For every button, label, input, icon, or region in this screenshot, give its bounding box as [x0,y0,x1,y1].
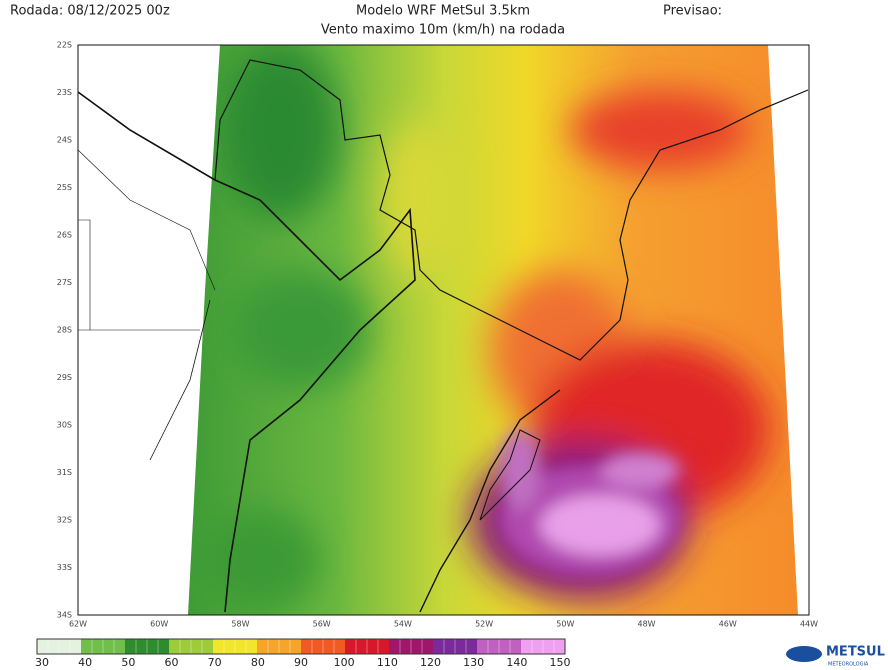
map-frame [77,44,810,616]
colorbar-segment [345,639,389,654]
lat-label: 25S [57,183,72,192]
lon-label: 62W [69,620,87,629]
lat-label: 33S [57,563,72,572]
colorbar-segment [521,639,565,654]
lat-label: 22S [57,41,72,50]
colorbar-label: 40 [78,656,92,669]
lat-label: 23S [57,88,72,97]
colorbar-label: 80 [251,656,265,669]
colorbar-segment [37,639,81,654]
colorbar-label: 150 [550,656,571,669]
lat-label: 32S [57,516,72,525]
colorbar-segment [169,639,213,654]
colorbar-segment [81,639,125,654]
lat-label: 28S [57,326,72,335]
lat-label: 26S [57,231,72,240]
lat-label: 27S [57,278,72,287]
colorbar-label: 60 [165,656,179,669]
lat-label: 34S [57,611,72,620]
lon-label: 58W [231,620,249,629]
colorbar-segment [213,639,257,654]
forecast-label: Previsao: [663,4,722,19]
colorbar-segment [389,639,433,654]
subtitle: Vento maximo 10m (km/h) na rodada [321,23,565,38]
colorbar-label: 50 [121,656,135,669]
colorbar-frame [36,638,566,655]
logo: METSUL METEOROLOGIA [786,645,885,668]
lon-label: 48W [638,620,656,629]
colorbar-label: 130 [463,656,484,669]
logo-name: METSUL [826,645,885,660]
lon-label: 60W [150,620,168,629]
lat-label: 24S [57,136,72,145]
lat-label: 29S [57,373,72,382]
colorbar-segment [433,639,477,654]
colorbar-segment [125,639,169,654]
logo-tagline: METEOROLOGIA [828,662,869,668]
lon-label: 46W [719,620,737,629]
colorbar-label: 140 [506,656,527,669]
colorbar-label: 70 [208,656,222,669]
colorbar-label: 90 [294,656,308,669]
colorbar-segment [301,639,345,654]
colorbar-segment [477,639,521,654]
lon-label: 56W [313,620,331,629]
colorbar-label: 120 [420,656,441,669]
lon-label: 44W [800,620,818,629]
colorbar-label: 100 [334,656,355,669]
colorbar-label: 110 [377,656,398,669]
lon-label: 50W [556,620,574,629]
lon-label: 54W [394,620,412,629]
colorbar-segment [257,639,301,654]
colorbar-label: 30 [35,656,49,669]
lat-label: 30S [57,421,72,430]
run-label: Rodada: 08/12/2025 00z [10,4,170,19]
model-label: Modelo WRF MetSul 3.5km [356,4,530,19]
boundaries [77,59,809,613]
lon-label: 52W [475,620,493,629]
lat-label: 31S [57,468,72,477]
wind-field [188,45,798,615]
